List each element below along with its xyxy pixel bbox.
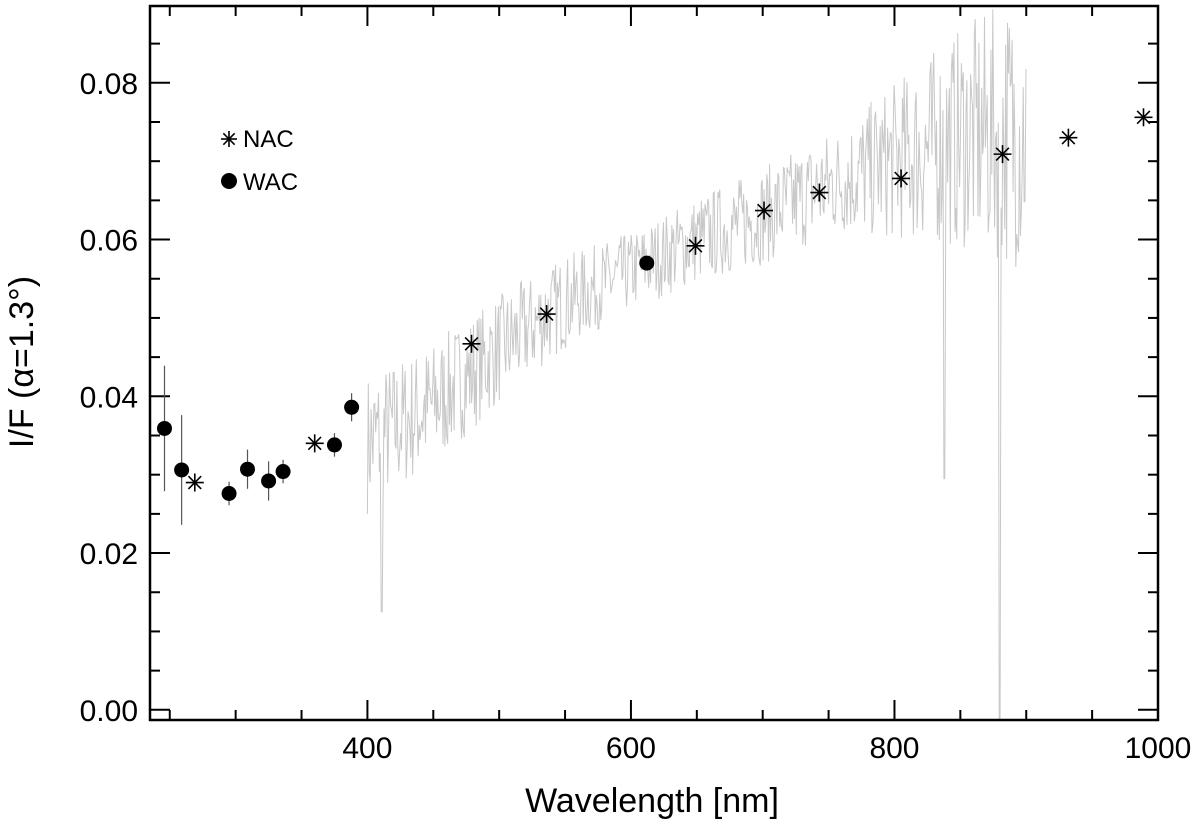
spectrum-line [366, 9, 1027, 721]
legend-circle-icon [221, 173, 237, 189]
legend-asterisk-shape [221, 131, 237, 147]
wac-marker [639, 255, 655, 271]
nac-point [892, 169, 911, 188]
y-tick-label: 0.02 [80, 538, 138, 571]
data-points-layer [156, 108, 1153, 525]
y-axis-title: I/F (α=1.3°) [3, 276, 41, 448]
wac-marker [326, 437, 342, 453]
wac-point [221, 481, 237, 506]
legend-entry-wac: WAC [221, 169, 298, 196]
nac-point [755, 201, 774, 220]
wac-point [156, 365, 172, 492]
axes: 400 600 800 1000 0.00 0.02 0.04 0.06 0.08 [80, 4, 1192, 765]
wac-marker [261, 473, 277, 489]
nac-point [537, 305, 556, 324]
wac-point [326, 433, 342, 457]
x-axis-title: Wavelength [nm] [525, 782, 779, 820]
wac-marker [174, 462, 190, 478]
wac-marker [221, 485, 237, 501]
wac-marker [240, 461, 256, 477]
wac-marker [344, 399, 360, 415]
legend-label-nac: NAC [243, 126, 294, 153]
wac-point [240, 449, 256, 489]
nac-point [1134, 108, 1153, 127]
y-tick-label: 0.06 [80, 225, 138, 258]
wac-marker [156, 420, 172, 436]
spectrum-line-layer [366, 9, 1027, 721]
wac-point [639, 255, 655, 271]
wac-marker [275, 464, 291, 480]
nac-point [1059, 128, 1078, 147]
legend: NAC WAC [221, 126, 298, 196]
y-tick-label: 0.04 [80, 381, 138, 414]
wac-point [275, 459, 291, 484]
x-tick-label: 400 [342, 732, 392, 765]
nac-point [462, 334, 481, 353]
x-tick-label: 1000 [1125, 732, 1192, 765]
legend-label-wac: WAC [243, 169, 298, 196]
nac-point [305, 434, 324, 453]
nac-point [185, 473, 204, 492]
x-tick-label: 600 [606, 732, 656, 765]
wac-point [174, 415, 190, 525]
plot-frame [148, 4, 1160, 722]
wac-point [344, 393, 360, 422]
nac-point [810, 183, 829, 202]
legend-entry-nac: NAC [221, 126, 294, 153]
y-tick-label: 0.08 [80, 68, 138, 101]
wac-point [261, 461, 277, 501]
nac-point [686, 236, 705, 255]
y-tick-label: 0.00 [80, 695, 138, 728]
x-tick-label: 800 [869, 732, 919, 765]
nac-point [993, 145, 1012, 164]
legend-asterisk-icon [221, 131, 237, 147]
